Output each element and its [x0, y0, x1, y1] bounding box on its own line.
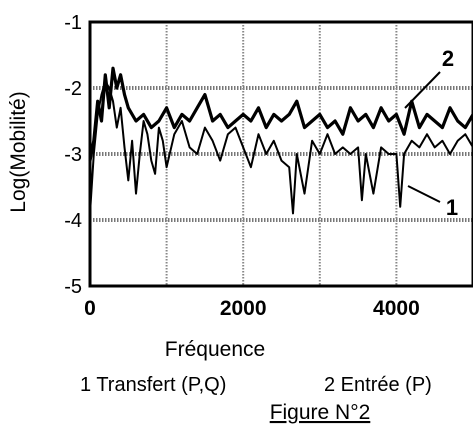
x-tick-label: 2000	[220, 297, 267, 320]
callout-label-2: 2	[442, 46, 454, 71]
callout-leader-2	[404, 71, 441, 109]
figure-caption: Figure N°2	[270, 401, 371, 424]
series-line-1	[89, 80, 473, 215]
y-tick-labels: -1 -2 -3 -4 -5	[64, 12, 82, 298]
series-group	[88, 66, 473, 215]
legend-series-1: 1 Transfert (P,Q)	[80, 374, 226, 396]
y-tick-label: -3	[64, 144, 82, 166]
x-tick-labels: 0 2000 4000	[84, 297, 420, 320]
legend-series-2: 2 Entrée (P)	[324, 374, 432, 396]
grid-lines	[90, 22, 473, 286]
y-tick-label: -5	[64, 276, 82, 298]
y-tick-label: -2	[64, 78, 82, 100]
y-axis-label: Log(Mobilité)	[7, 91, 30, 212]
y-tick-label: -1	[64, 12, 82, 34]
series-line-2	[88, 66, 473, 161]
callout-leader-1	[407, 185, 441, 203]
x-tick-label: 0	[84, 297, 96, 320]
x-axis-label: Fréquence	[165, 338, 265, 361]
x-tick-label: 4000	[373, 297, 420, 320]
y-tick-label: -4	[64, 210, 82, 232]
plot-frame	[88, 20, 473, 288]
callout-label-1: 1	[446, 195, 458, 220]
